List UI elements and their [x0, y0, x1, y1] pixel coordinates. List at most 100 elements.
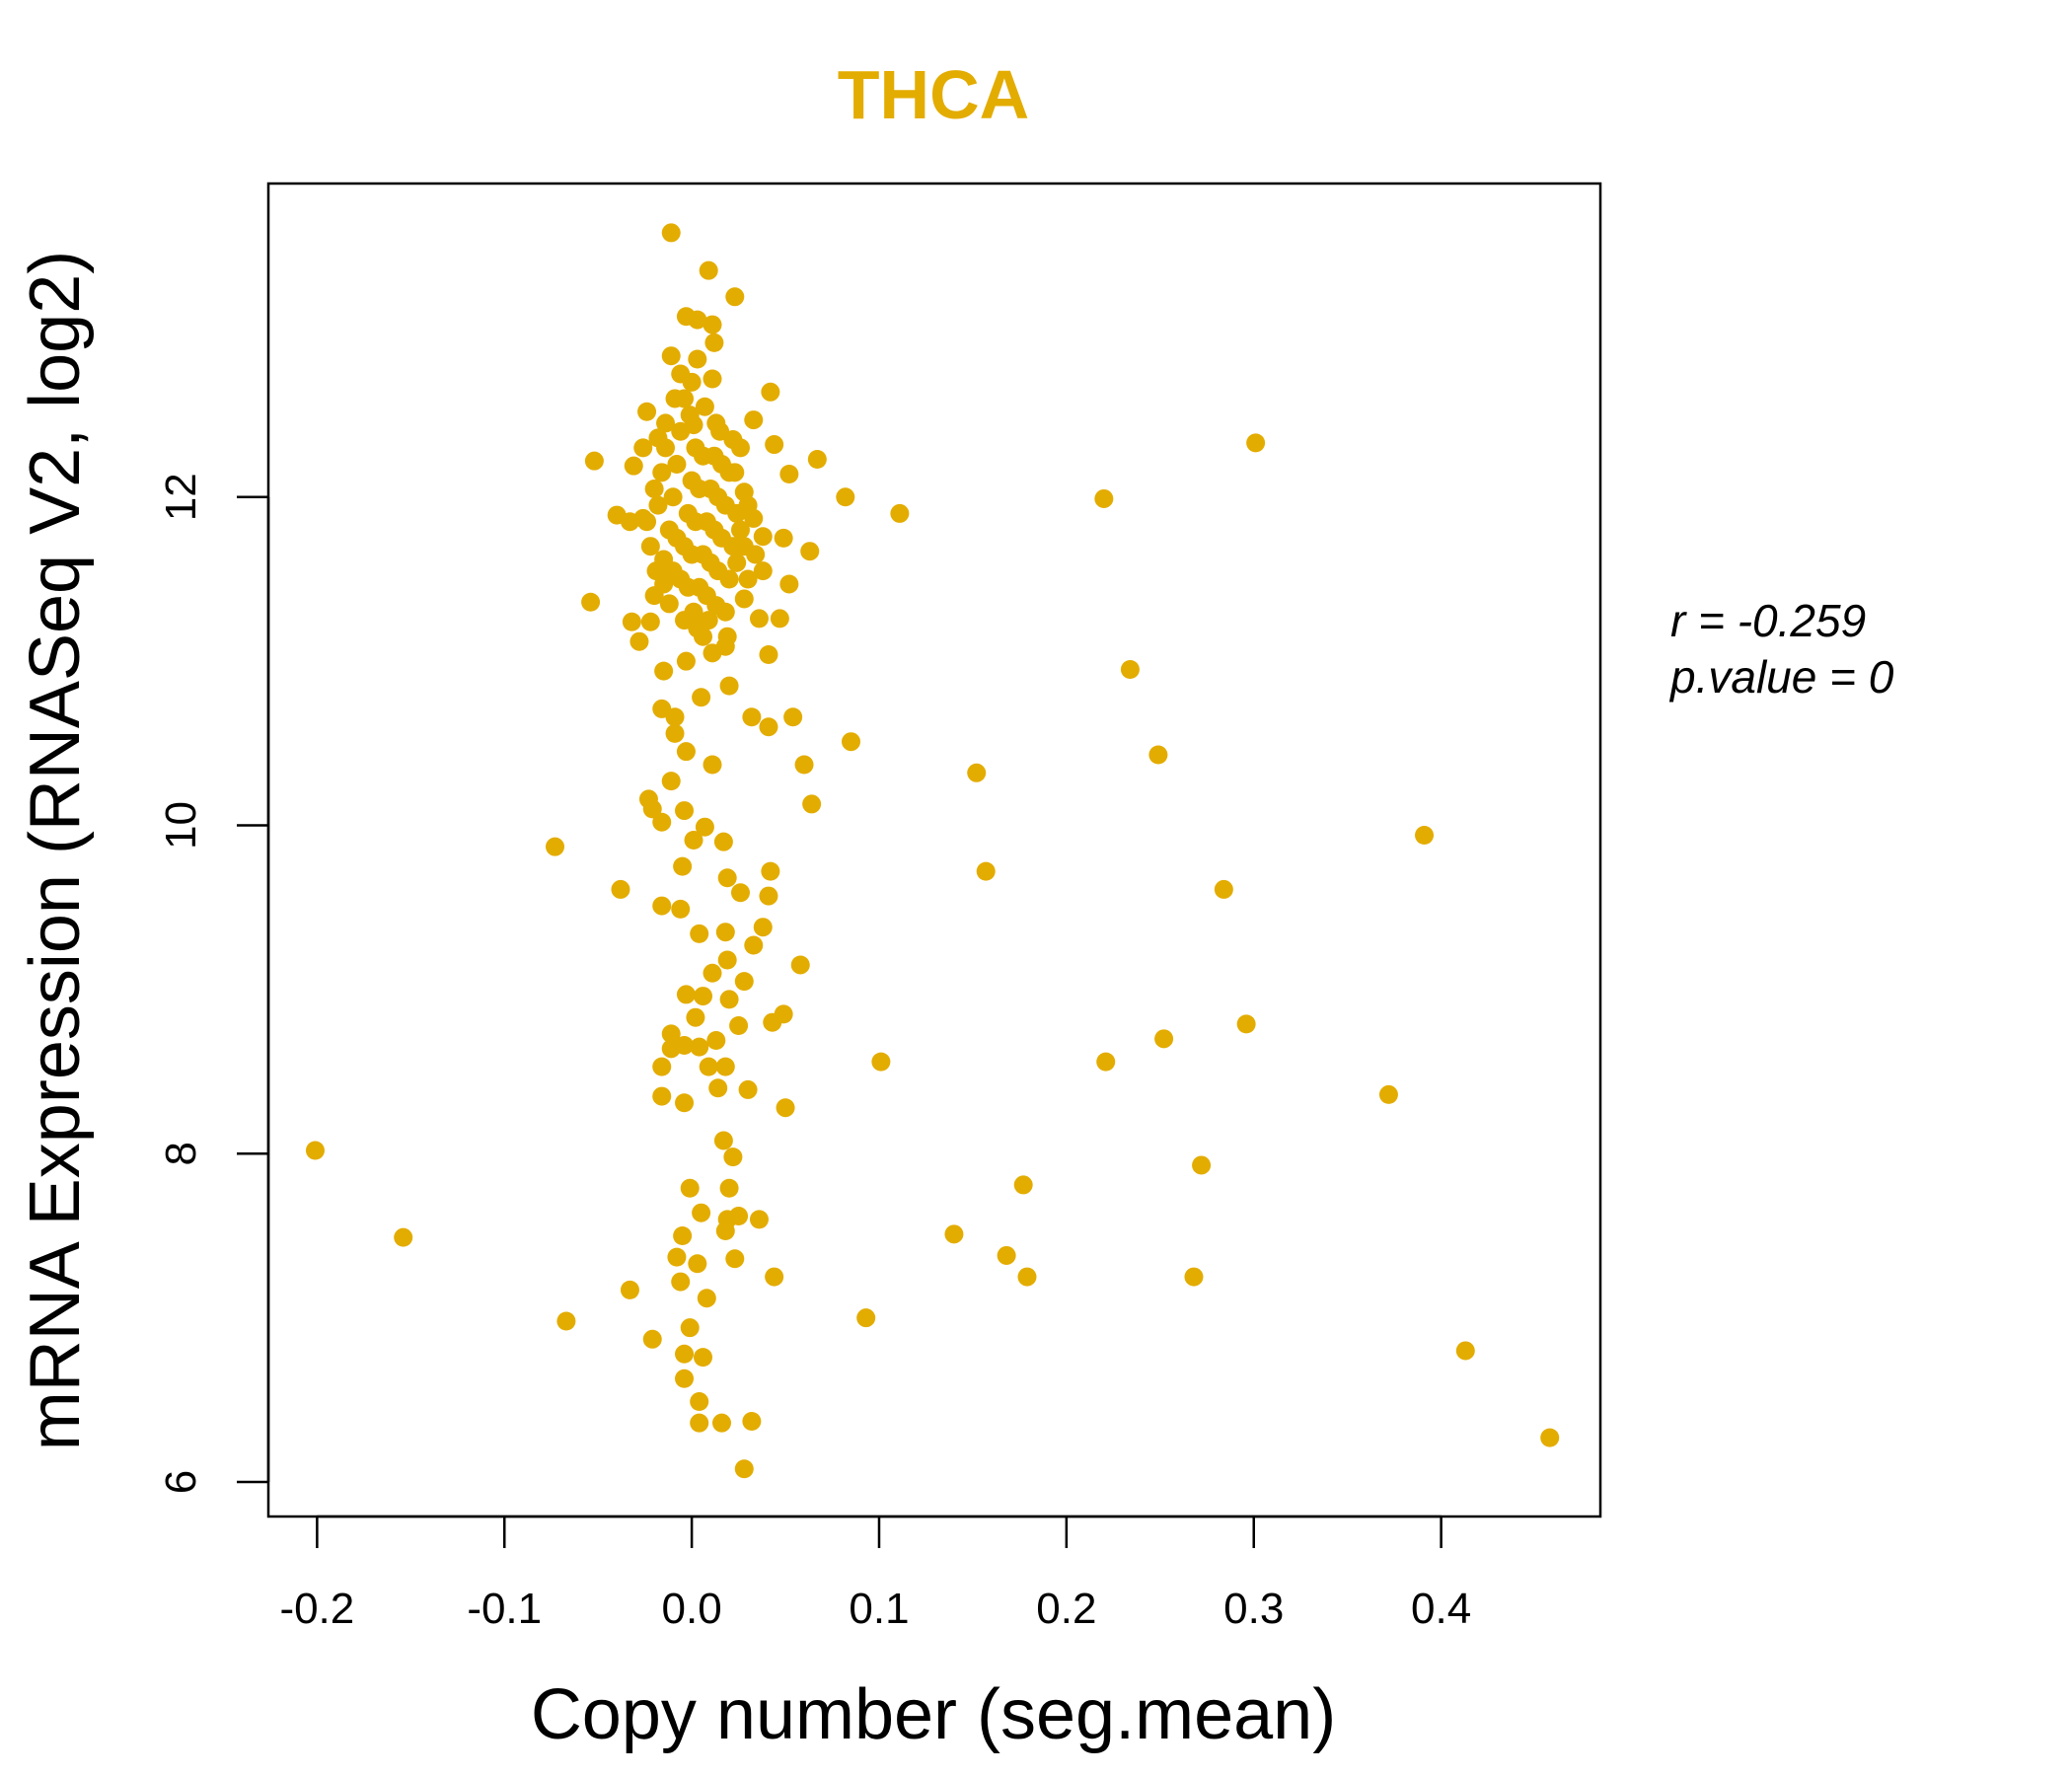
- data-point: [652, 812, 672, 832]
- data-point: [694, 446, 713, 466]
- data-point: [654, 661, 674, 681]
- y-tick-label: 6: [157, 1470, 205, 1494]
- data-point: [708, 1078, 728, 1098]
- data-point: [697, 586, 716, 606]
- data-point: [976, 861, 996, 881]
- data-point: [753, 561, 773, 581]
- data-point: [703, 963, 722, 983]
- data-point: [836, 487, 855, 507]
- data-point: [695, 397, 714, 416]
- data-point: [794, 755, 814, 775]
- data-point: [749, 609, 769, 629]
- data-point: [717, 950, 737, 970]
- data-point: [629, 631, 649, 651]
- data-point: [656, 438, 676, 458]
- data-point: [680, 406, 700, 425]
- data-point: [703, 369, 722, 389]
- data-point: [648, 495, 668, 515]
- data-point: [725, 287, 745, 307]
- data-point: [667, 1247, 687, 1267]
- data-point: [1017, 1267, 1037, 1287]
- x-axis: -0.2 -0.1 0.0 0.1 0.2 0.3 0.4: [279, 1515, 1471, 1633]
- data-point: [715, 602, 735, 622]
- data-point: [656, 413, 676, 433]
- data-point: [671, 364, 691, 384]
- data-point: [581, 592, 601, 612]
- chart-title: THCA: [838, 56, 1029, 133]
- data-point: [584, 451, 604, 471]
- data-point: [776, 1098, 795, 1118]
- data-point: [642, 799, 662, 819]
- data-point: [719, 569, 739, 589]
- data-point: [727, 503, 747, 523]
- data-point: [676, 742, 696, 762]
- data-point: [694, 987, 713, 1006]
- data-point: [1455, 1341, 1475, 1361]
- data-point: [729, 1207, 749, 1226]
- data-point: [790, 955, 810, 975]
- data-point: [661, 1039, 681, 1059]
- data-point: [652, 1057, 672, 1076]
- data-point: [730, 438, 750, 458]
- data-point: [644, 586, 664, 606]
- data-point: [761, 861, 780, 881]
- data-point: [1192, 1155, 1212, 1175]
- data-point: [997, 1245, 1016, 1265]
- data-point: [690, 1037, 709, 1057]
- data-point: [765, 435, 784, 455]
- data-point: [675, 389, 695, 408]
- data-point: [765, 1267, 784, 1287]
- data-point: [640, 612, 660, 631]
- data-point: [671, 1272, 691, 1292]
- x-tick-label: -0.2: [279, 1585, 354, 1633]
- data-point: [967, 763, 987, 782]
- data-point: [1120, 659, 1140, 679]
- x-tick-label: 0.3: [1223, 1585, 1284, 1633]
- data-point: [1378, 1084, 1398, 1104]
- data-point: [661, 223, 681, 243]
- data-point: [661, 1024, 681, 1044]
- data-point: [1154, 1029, 1174, 1049]
- data-point: [1415, 826, 1435, 846]
- data-point: [842, 732, 861, 752]
- data-point: [800, 542, 820, 561]
- data-point: [723, 537, 743, 556]
- x-tick-label: -0.1: [467, 1585, 542, 1633]
- data-point: [676, 651, 696, 671]
- data-point: [744, 935, 764, 955]
- data-point: [719, 1178, 739, 1198]
- data-point: [671, 899, 691, 919]
- data-point: [686, 512, 705, 532]
- data-point: [694, 1348, 713, 1368]
- y-axis-label: mRNA Expression (RNASeq V2, log2): [16, 251, 95, 1450]
- data-point: [704, 333, 724, 352]
- data-point: [652, 1086, 672, 1106]
- x-tick-label: 0.4: [1411, 1585, 1471, 1633]
- data-point: [699, 1057, 718, 1076]
- data-point: [692, 1203, 711, 1222]
- data-point: [640, 537, 660, 556]
- data-point: [723, 1147, 743, 1167]
- data-point: [706, 1031, 726, 1050]
- data-point: [611, 879, 630, 899]
- data-point: [688, 310, 707, 330]
- data-point: [703, 755, 722, 775]
- data-point: [690, 1413, 709, 1433]
- x-tick-label: 0.0: [662, 1585, 722, 1633]
- data-point: [730, 520, 750, 540]
- data-point: [633, 438, 653, 458]
- data-point: [719, 676, 739, 696]
- data-point: [1236, 1014, 1256, 1034]
- data-point: [749, 1210, 769, 1229]
- data-point: [680, 1318, 700, 1338]
- data-point: [695, 817, 714, 837]
- data-point: [665, 707, 685, 727]
- data-point: [1540, 1428, 1560, 1447]
- data-point: [871, 1052, 891, 1072]
- data-point: [711, 1413, 731, 1433]
- data-point: [622, 612, 641, 631]
- data-point: [682, 545, 702, 564]
- data-point: [717, 627, 737, 646]
- data-point: [738, 1079, 758, 1099]
- data-point: [719, 990, 739, 1009]
